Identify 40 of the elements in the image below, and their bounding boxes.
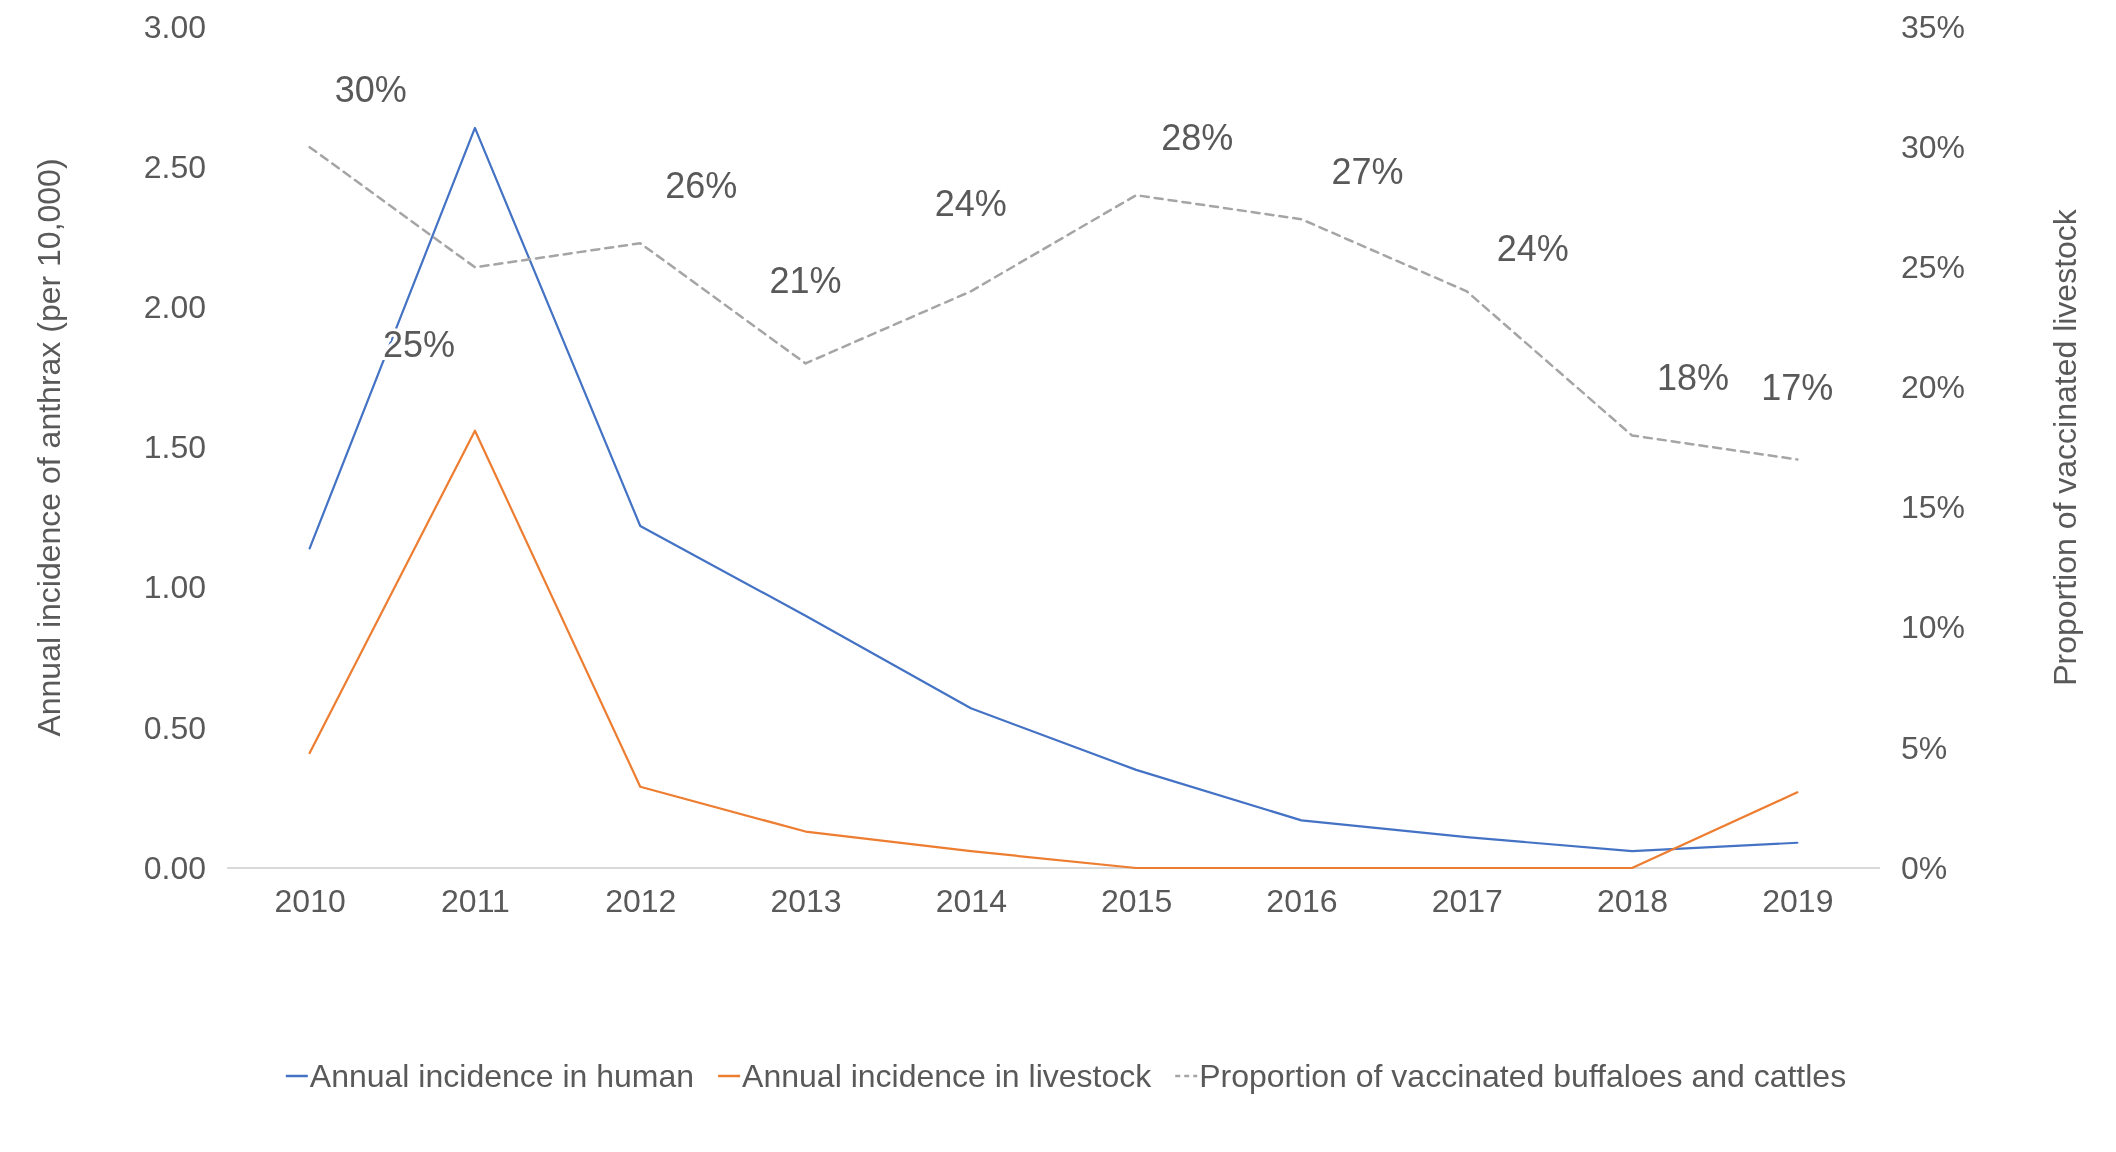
y-tick-label: 1.00 xyxy=(143,569,206,606)
y2-tick-label: 25% xyxy=(1901,249,1966,286)
y2-tick-label: 5% xyxy=(1901,729,1948,766)
x-tick-label: 2019 xyxy=(1762,882,1834,919)
data-label: 18% xyxy=(1657,357,1730,399)
y-tick-label: 3.00 xyxy=(143,8,206,45)
data-label: 24% xyxy=(1496,228,1569,270)
data-label: 17% xyxy=(1761,366,1834,408)
x-tick-label: 2018 xyxy=(1596,882,1669,919)
legend-label: Proportion of vaccinated buffaloes and cattles xyxy=(1199,1058,1847,1094)
y-tick-label: 0.50 xyxy=(143,709,206,746)
y2-tick-label: 10% xyxy=(1901,609,1966,646)
legend-label: Annual incidence in livestock xyxy=(742,1058,1153,1094)
x-tick-label: 2014 xyxy=(935,882,1007,919)
data-label: 26% xyxy=(665,165,738,207)
y2-tick-label: 15% xyxy=(1901,489,1966,526)
data-label: 28% xyxy=(1161,117,1234,159)
data-label: 21% xyxy=(769,260,842,302)
x-tick-label: 2013 xyxy=(770,882,842,919)
y2-tick-label: 35% xyxy=(1901,8,1966,45)
x-tick-label: 2017 xyxy=(1431,882,1503,919)
y2-axis-title: Proportion of vaccinated livestock xyxy=(2047,208,2083,686)
y2-tick-label: 0% xyxy=(1901,849,1948,886)
y-axis-title: Annual incidence of anthrax (per 10,000) xyxy=(31,158,67,737)
x-tick-label: 2016 xyxy=(1266,882,1338,919)
y-tick-label: 2.00 xyxy=(143,289,206,326)
x-tick-label: 2011 xyxy=(441,882,510,919)
y-tick-label: 2.50 xyxy=(143,148,206,185)
data-label: 30% xyxy=(334,69,407,111)
line-series xyxy=(308,429,1799,870)
y-tick-label: 1.50 xyxy=(143,429,206,466)
y2-tick-label: 30% xyxy=(1901,128,1966,165)
y2-tick-label: 20% xyxy=(1901,369,1966,406)
x-tick-label: 2010 xyxy=(274,882,346,919)
data-label: 24% xyxy=(934,183,1007,225)
data-label: 27% xyxy=(1331,151,1404,193)
x-tick-label: 2015 xyxy=(1101,882,1173,919)
x-tick-label: 2012 xyxy=(605,882,677,919)
legend-label: Annual incidence in human xyxy=(309,1058,695,1094)
y-tick-label: 0.00 xyxy=(143,849,206,886)
